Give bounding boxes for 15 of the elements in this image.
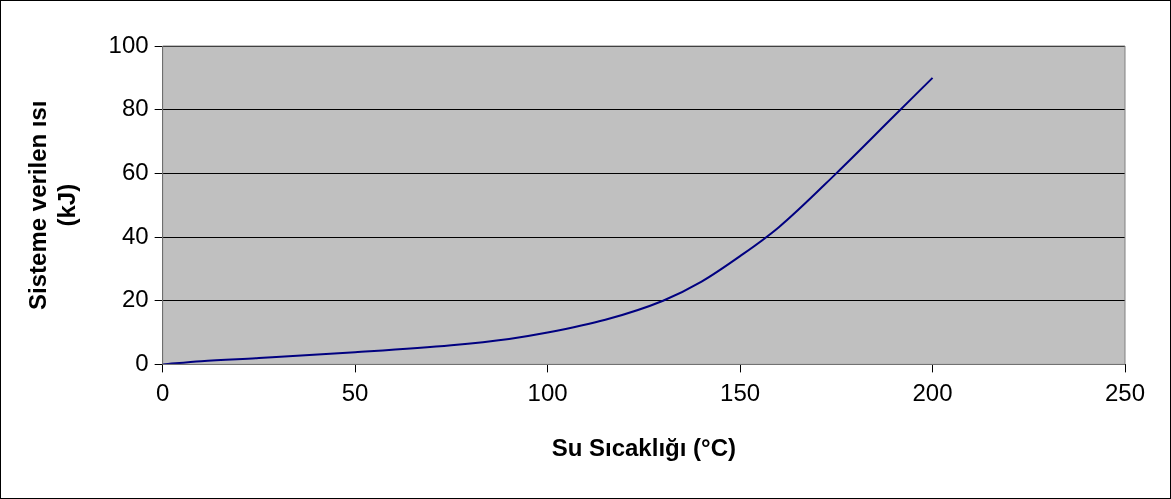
y-tick-label: 20 [121,285,149,313]
x-tick-label: 200 [912,379,953,407]
x-tick-label: 100 [527,379,568,407]
x-tick-label: 0 [155,379,170,407]
y-tick-label: 80 [121,94,149,122]
line-series [162,76,934,365]
y-tick-label: 40 [121,221,149,249]
x-tick-label: 50 [341,379,369,407]
y-tick-label: 0 [135,349,149,377]
y-tick-label: 60 [121,157,149,185]
y-axis-title: Sisteme verilen ısı (kJ) [24,100,80,310]
x-tick-label: 250 [1104,379,1146,407]
x-axis-title: Su Sıcaklığı (°C) [551,434,736,462]
x-tick-label: 150 [720,379,761,407]
y-tick-label: 100 [108,30,149,58]
